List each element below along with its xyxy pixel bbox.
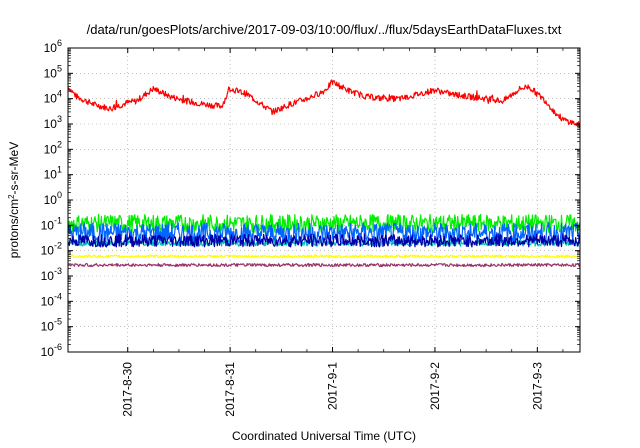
y-tick-base: 10: [44, 193, 58, 207]
y-tick-exponent: -5: [54, 317, 62, 327]
x-tick-label: 2017-9-2: [428, 362, 442, 410]
x-tick-label: 2017-8-31: [223, 362, 237, 417]
series-line-2: [68, 213, 580, 233]
y-tick-base: 10: [44, 66, 58, 80]
y-tick-exponent: 1: [57, 165, 62, 175]
x-tick-label: 2017-9-1: [326, 362, 340, 410]
y-tick-exponent: 3: [57, 114, 62, 124]
series-line-5: [68, 233, 580, 248]
y-tick-label: 101: [44, 165, 62, 182]
y-tick-label: 104: [44, 89, 62, 106]
x-axis-label: Coordinated Universal Time (UTC): [232, 429, 416, 443]
y-axis: 10-610-510-410-310-210-11001011021031041…: [41, 38, 580, 359]
series-line-1: [68, 79, 580, 129]
y-tick-label: 10-6: [41, 342, 62, 359]
y-tick-exponent: -2: [54, 241, 62, 251]
series-line-4: [68, 239, 580, 247]
y-tick-label: 10-3: [41, 266, 62, 283]
y-label-part-2: -s-sr-MeV: [7, 142, 21, 195]
y-tick-base: 10: [44, 92, 58, 106]
y-tick-label: 10-1: [41, 215, 62, 232]
y-tick-label: 10-5: [41, 317, 62, 334]
y-tick-label: 100: [44, 190, 62, 207]
y-tick-base: 10: [41, 269, 55, 283]
y-tick-exponent: 6: [57, 38, 62, 48]
y-tick-base: 10: [41, 218, 55, 232]
y-axis-label: protons/cm2-s-sr-MeV: [7, 142, 22, 258]
y-tick-base: 10: [41, 244, 55, 258]
y-tick-exponent: 4: [57, 89, 62, 99]
y-tick-label: 10-4: [41, 291, 62, 308]
series-layer: [68, 79, 580, 268]
y-tick-exponent: 5: [57, 63, 62, 73]
y-tick-base: 10: [44, 117, 58, 131]
y-tick-exponent: -4: [54, 291, 62, 301]
y-tick-base: 10: [44, 142, 58, 156]
plot-area: [68, 79, 580, 268]
series-line-3: [68, 222, 580, 244]
y-tick-label: 102: [44, 139, 62, 156]
y-tick-label: 10-2: [41, 241, 62, 258]
y-tick-base: 10: [41, 345, 55, 359]
y-tick-exponent: 2: [57, 139, 62, 149]
y-tick-base: 10: [44, 41, 58, 55]
y-tick-label: 106: [44, 38, 62, 55]
x-axis: 2017-8-30 2017-8-31 2017-9-1 2017-9-2 2017-9…: [121, 48, 564, 417]
y-label-part-1: protons/cm: [7, 199, 21, 258]
y-tick-base: 10: [44, 168, 58, 182]
y-tick-label: 103: [44, 114, 62, 131]
y-tick-exponent: -6: [54, 342, 62, 352]
x-tick-label: 2017-8-30: [121, 362, 135, 417]
y-tick-exponent: -1: [54, 215, 62, 225]
chart-title: /data/run/goesPlots/archive/2017-09-03/1…: [87, 22, 562, 37]
series-line-7: [68, 263, 580, 268]
y-tick-exponent: 0: [57, 190, 62, 200]
y-tick-label: 105: [44, 63, 62, 80]
y-tick-base: 10: [41, 294, 55, 308]
y-label-sup: 2: [7, 194, 16, 199]
series-line-6: [68, 254, 580, 259]
x-tick-label: 2017-9-3: [530, 362, 544, 410]
y-tick-base: 10: [41, 320, 55, 334]
y-tick-exponent: -3: [54, 266, 62, 276]
